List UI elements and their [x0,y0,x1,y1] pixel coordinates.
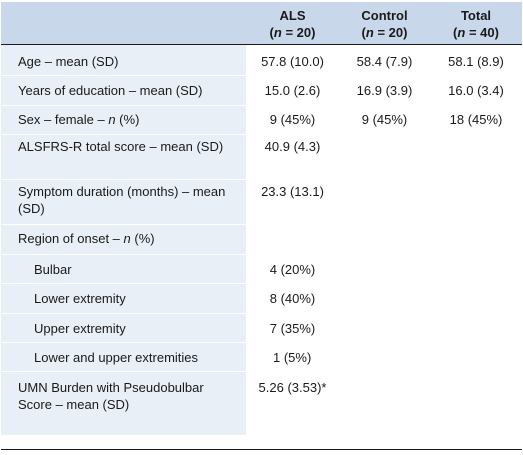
table-row: Lower and upper extremities 1 (5%) [1,342,522,372]
row-label-education: Years of education – mean (SD) [1,75,246,106]
cell-control: 9 (45%) [361,112,408,127]
row-label-symptom-duration: Symptom duration (months) – mean (SD) [1,179,246,225]
cell-total [430,180,522,225]
header-blank [1,2,246,45]
table-row: ALSFRS-R total score – mean (SD) 40.9 (4… [1,134,522,180]
cell-control [339,255,430,284]
cell-als: 4 (20%) [269,262,316,277]
cell-total: 58.1 (8.9) [430,44,522,76]
row-label-umn-burden: UMN Burden with Pseudobulbar Score – mea… [1,371,246,435]
cell-als: 7 (35%) [269,321,316,336]
cell-als: 40.9 (4.3) [264,139,321,154]
row-label-upper-extremity: Upper extremity [1,313,246,343]
cell-control [339,135,430,180]
cell-total [430,225,522,255]
table-bottom-rule [1,449,522,450]
row-label-age: Age – mean (SD) [1,44,246,76]
cell-als: 9 (45%) [269,112,316,127]
table-row: Age – mean (SD) 57.8 (10.0) 58.4 (7.9) 5… [1,44,522,76]
cell-als: 8 (40%) [269,291,316,306]
table-row: Sex – female – n (%) 9 (45%) 9 (45%) 18 … [1,105,522,135]
table-header-row: ALS (n = 20) Control (n = 20) Total (n =… [1,2,522,45]
row-label-alsfrs: ALSFRS-R total score – mean (SD) [1,134,246,180]
header-control-name: Control [361,8,408,23]
cell-control [339,372,430,435]
table-row: Bulbar 4 (20%) [1,254,522,284]
cell-control [339,284,430,314]
cell-control [339,314,430,343]
table-row: Lower extremity 8 (40%) [1,283,522,314]
table-row: UMN Burden with Pseudobulbar Score – mea… [1,371,522,435]
table-row: Region of onset – n (%) [1,224,522,255]
cell-total [430,135,522,180]
table-row: Symptom duration (months) – mean (SD) 23… [1,179,522,225]
cell-total [430,314,522,343]
row-label-lower-upper: Lower and upper extremities [1,342,246,372]
cell-als: 15.0 (2.6) [264,83,321,98]
cell-total [430,255,522,284]
cell-als: 23.3 (13.1) [261,184,324,199]
cell-total: 18 (45%) [449,112,503,127]
header-control-n: (n = 20) [361,25,408,40]
cell-als [246,225,339,255]
row-label-region-onset: Region of onset – n (%) [1,224,246,255]
cell-als: 57.8 (10.0) [246,44,339,76]
demographics-table: ALS (n = 20) Control (n = 20) Total (n =… [1,2,522,435]
cell-control [339,225,430,255]
table-row: Upper extremity 7 (35%) [1,313,522,343]
row-label-lower-extremity: Lower extremity [1,283,246,314]
header-als: ALS (n = 20) [246,2,339,45]
row-label-bulbar: Bulbar [1,254,246,284]
header-total-name: Total [460,8,492,23]
cell-control [339,343,430,372]
cell-control: 58.4 (7.9) [339,44,430,76]
cell-control [339,180,430,225]
cell-als: 1 (5%) [273,350,312,365]
header-total: Total (n = 40) [430,2,522,45]
table-row: Years of education – mean (SD) 15.0 (2.6… [1,75,522,106]
header-total-n: (n = 40) [453,25,499,40]
header-als-name: ALS [279,8,306,23]
header-control: Control (n = 20) [339,2,430,45]
cell-control: 16.9 (3.9) [356,83,413,98]
header-als-n: (n = 20) [269,25,316,40]
cell-total [430,372,522,435]
cell-total [430,284,522,314]
row-label-sex: Sex – female – n (%) [1,105,246,135]
cell-total [430,343,522,372]
cell-total: 16.0 (3.4) [448,83,504,98]
cell-als: 5.26 (3.53)* [258,380,327,395]
